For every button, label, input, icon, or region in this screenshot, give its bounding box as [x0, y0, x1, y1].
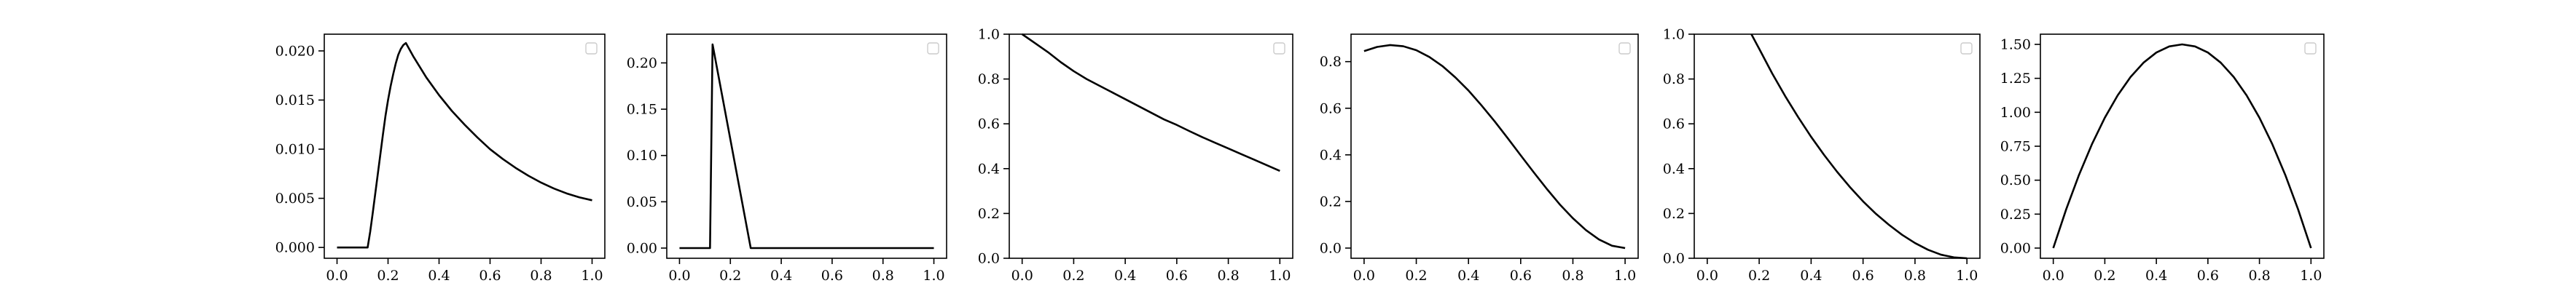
series-line-1 [2052, 43, 2312, 249]
legend-box [1273, 42, 1285, 55]
chart-panel-4: 0.0 0.2 0.4 0.6 0.8 1.0 0.0 0.2 0.4 0.6 0.8 [1320, 33, 1639, 284]
y-tick-label: 0.0 [978, 251, 1000, 267]
y-tick-label: 1.00 [2000, 105, 2031, 121]
y-tick-label: 1.0 [1663, 27, 1685, 43]
y-tick-label: 0.25 [2000, 207, 2031, 223]
x-tick-label: 0.2 [719, 268, 741, 284]
y-tick-label: 0.2 [1320, 194, 1342, 210]
legend-box [1960, 42, 1973, 55]
x-tick-label: 0.2 [377, 268, 399, 284]
x-tick-label: 0.4 [2145, 268, 2167, 284]
y-tick-label: 0.0 [1320, 241, 1342, 257]
chart-panel-3: 0.0 0.2 0.4 0.6 0.8 1.0 0.0 0.2 0.4 0.6 0.8 1.0 [978, 27, 1293, 284]
y-tick-label: 0.10 [627, 148, 657, 164]
chart-panel-2: 0.0 0.2 0.4 0.6 0.8 1.0 0.00 0.05 0.10 0.15 0.20 [627, 33, 947, 284]
y-tick-label: 0.20 [627, 55, 657, 71]
x-tick-label: 0.6 [2197, 268, 2219, 284]
legend-box [1618, 42, 1631, 55]
chart-panel-6: 0.0 0.2 0.4 0.6 0.8 1.0 0.00 0.25 0.50 0.75 1.00 1.… [2000, 33, 2325, 284]
x-tick-label: 0.8 [2248, 268, 2270, 284]
y-tick-label: 0.00 [2000, 241, 2031, 257]
x-tick-label: 0.0 [1353, 268, 1375, 284]
x-tick-label: 0.6 [479, 268, 501, 284]
legend-box [927, 42, 939, 55]
x-tick-label: 1.0 [1956, 268, 1978, 284]
x-tick-label: 0.6 [1852, 268, 1874, 284]
series-line-1 [679, 43, 934, 250]
y-tick-label: 0.6 [1663, 116, 1685, 132]
y-tick-label: 1.25 [2000, 71, 2031, 87]
x-tick-label: 0.4 [1457, 268, 1479, 284]
y-tick-label: 0.15 [627, 102, 657, 118]
x-tick-label: 1.0 [581, 268, 603, 284]
x-tick-label: 0.6 [821, 268, 843, 284]
legend-box [2304, 42, 2317, 55]
y-tick-label: 0.2 [1663, 206, 1685, 222]
y-tick-label: 0.4 [978, 161, 1000, 177]
x-tick-label: 1.0 [1269, 268, 1291, 284]
legend-box [585, 42, 598, 55]
axes-frame [324, 33, 606, 259]
y-tick-label: 0.05 [627, 194, 657, 210]
x-tick-label: 0.4 [770, 268, 792, 284]
chart-panel-1: 0.0 0.2 0.4 0.6 0.8 1.0 0.000 0.005 0.010 0.015 0.… [275, 33, 606, 284]
y-tick-label: 0.8 [978, 71, 1000, 87]
x-tick-label: 0.8 [872, 268, 894, 284]
x-tick-label: 0.0 [1011, 268, 1033, 284]
x-tick-label: 0.4 [428, 268, 450, 284]
x-tick-label: 1.0 [923, 268, 944, 284]
x-tick-label: 0.8 [1562, 268, 1583, 284]
y-tick-label: 1.50 [2000, 37, 2031, 53]
series-line-1 [1021, 33, 1280, 172]
x-tick-label: 0.0 [2043, 268, 2064, 284]
x-tick-label: 0.2 [1062, 268, 1084, 284]
y-tick-label: 0.020 [275, 43, 315, 59]
axes-frame [666, 33, 947, 259]
x-tick-label: 0.8 [530, 268, 552, 284]
x-tick-label: 0.0 [326, 268, 348, 284]
x-tick-label: 0.8 [1904, 268, 1926, 284]
x-tick-label: 0.2 [2094, 268, 2115, 284]
chart-panel-5: 0.0 0.2 0.4 0.6 0.8 1.0 0.0 0.2 0.4 0.6 0.8 1.0 [1663, 27, 1981, 284]
x-tick-label: 0.4 [1800, 268, 1822, 284]
axes-frame [1350, 33, 1639, 259]
y-tick-label: 0.6 [1320, 100, 1342, 116]
y-tick-label: 0.8 [1663, 71, 1685, 87]
y-tick-label: 0.005 [275, 191, 315, 207]
y-tick-label: 0.000 [275, 240, 315, 256]
x-tick-label: 0.4 [1114, 268, 1136, 284]
series-line-1 [1750, 33, 1968, 260]
series-line-1 [1363, 44, 1626, 250]
y-tick-label: 0.75 [2000, 139, 2031, 155]
y-tick-label: 0.8 [1320, 54, 1342, 70]
x-tick-label: 1.0 [2300, 268, 2322, 284]
axes-frame [1694, 33, 1981, 259]
x-tick-label: 0.0 [1696, 268, 1718, 284]
y-tick-label: 0.015 [275, 92, 315, 108]
y-tick-label: 1.0 [978, 27, 1000, 43]
y-tick-label: 0.6 [978, 116, 1000, 132]
y-tick-label: 0.4 [1320, 147, 1342, 163]
y-tick-label: 0.4 [1663, 161, 1685, 177]
y-tick-label: 0.2 [978, 206, 1000, 222]
series-line-1 [337, 41, 592, 249]
x-tick-label: 0.6 [1510, 268, 1532, 284]
x-tick-label: 0.2 [1405, 268, 1427, 284]
axes-frame [1009, 33, 1293, 259]
x-tick-label: 0.0 [668, 268, 690, 284]
y-tick-label: 0.010 [275, 142, 315, 158]
y-tick-label: 0.50 [2000, 172, 2031, 188]
x-tick-label: 0.8 [1217, 268, 1239, 284]
y-tick-label: 0.0 [1663, 251, 1685, 267]
x-tick-label: 0.6 [1166, 268, 1188, 284]
x-tick-label: 1.0 [1614, 268, 1636, 284]
y-tick-label: 0.00 [627, 241, 657, 257]
x-tick-label: 0.2 [1748, 268, 1770, 284]
axes-frame [2040, 33, 2325, 259]
